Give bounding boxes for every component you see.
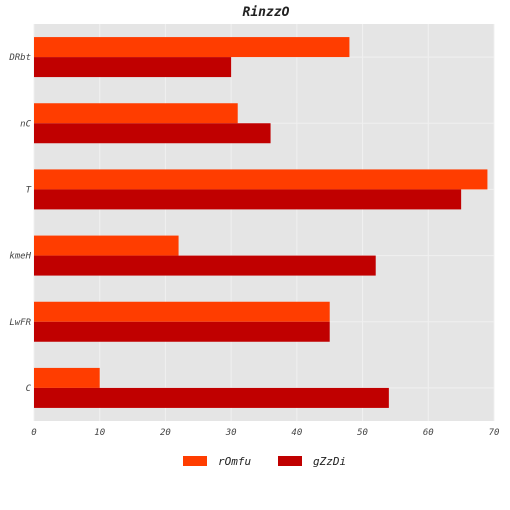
y-tick-label: kmeH: [9, 252, 31, 262]
bar-rOmfu-nC: [34, 103, 238, 124]
y-tick-label: DRbt: [8, 53, 31, 63]
y-tick-label: T: [26, 185, 32, 195]
legend-swatch: [183, 456, 207, 466]
x-tick-label: 0: [31, 428, 36, 438]
x-tick-label: 70: [489, 428, 500, 438]
bar-rOmfu-DRbt: [34, 37, 350, 58]
bar-rOmfu-C: [34, 367, 100, 388]
bar-rOmfu-T: [34, 169, 488, 190]
x-tick-labels: 0 10 20 30 40 50 60 70: [31, 428, 499, 438]
y-tick-label: C: [26, 384, 32, 394]
bar-gZzDi-C: [34, 387, 389, 408]
bar-gZzDi-kmeH: [34, 255, 376, 276]
x-tick-label: 30: [225, 428, 237, 438]
y-tick-label: LwFR: [9, 318, 31, 328]
chart-title: RinzzO: [243, 5, 290, 20]
x-tick-label: 60: [423, 428, 434, 438]
legend-label: gZzDi: [313, 455, 346, 468]
bar-gZzDi-T: [34, 189, 462, 210]
legend: rOmfu gZzDi: [183, 455, 346, 468]
bars: [34, 37, 488, 408]
bar-rOmfu-kmeH: [34, 235, 179, 256]
x-tick-label: 20: [160, 428, 171, 438]
legend-swatch: [278, 456, 302, 466]
bar-gZzDi-DRbt: [34, 57, 232, 78]
plot-background: [34, 24, 494, 421]
legend-label: rOmfu: [218, 455, 251, 468]
bar-gZzDi-LwFR: [34, 321, 330, 342]
y-tick-label: nC: [20, 119, 31, 129]
x-tick-label: 10: [94, 428, 105, 438]
x-tick-label: 50: [357, 428, 368, 438]
bar-gZzDi-nC: [34, 123, 271, 144]
x-tick-label: 40: [291, 428, 302, 438]
bar-rOmfu-LwFR: [34, 301, 330, 322]
